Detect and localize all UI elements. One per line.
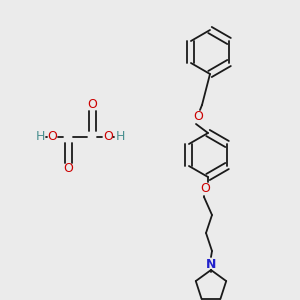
Text: O: O — [63, 163, 73, 176]
Text: O: O — [193, 110, 203, 124]
Text: H: H — [115, 130, 125, 143]
Text: O: O — [103, 130, 113, 143]
Text: O: O — [87, 98, 97, 112]
Text: O: O — [200, 182, 210, 196]
Text: N: N — [206, 259, 216, 272]
Text: O: O — [47, 130, 57, 143]
Text: H: H — [35, 130, 45, 143]
